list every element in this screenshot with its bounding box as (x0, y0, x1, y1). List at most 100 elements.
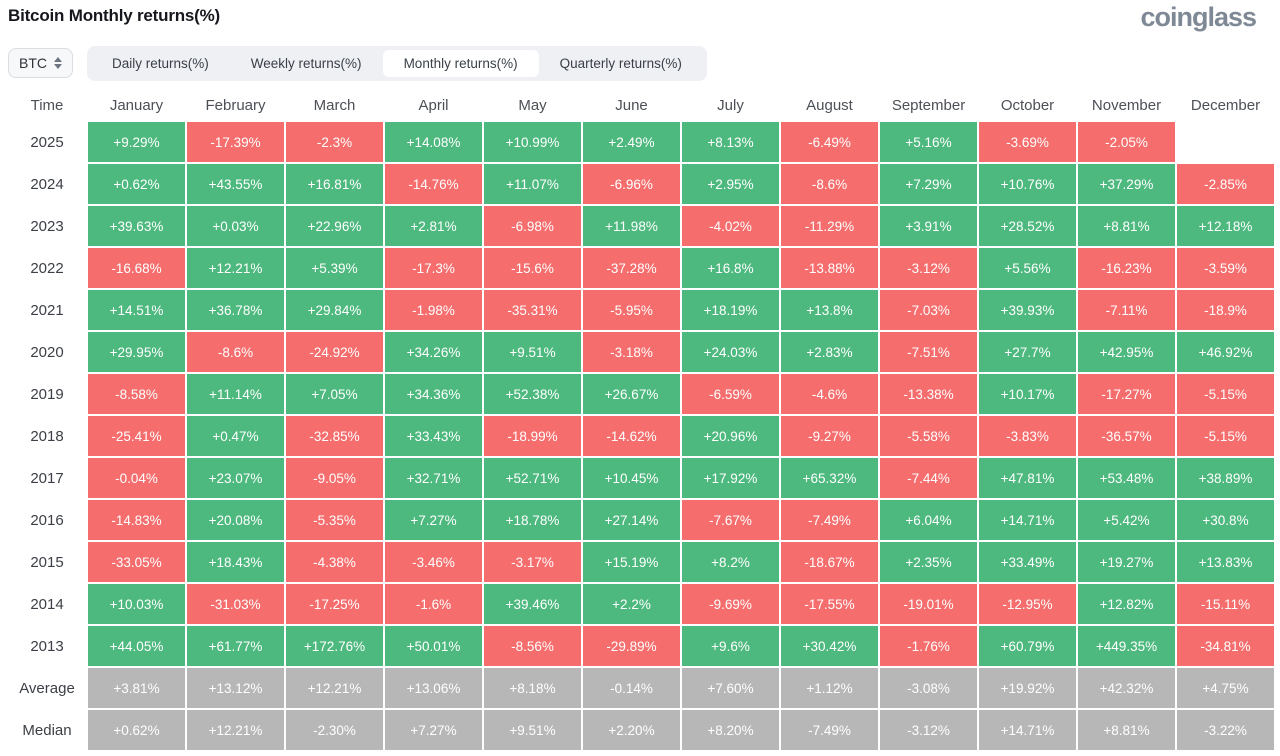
return-cell: -17.3% (385, 248, 482, 288)
return-cell: -4.02% (682, 206, 779, 246)
return-cell: -5.15% (1177, 374, 1274, 414)
return-cell: -4.38% (286, 542, 383, 582)
return-cell: -12.95% (979, 584, 1076, 624)
return-cell: -6.59% (682, 374, 779, 414)
return-cell: +61.77% (187, 626, 284, 666)
row-label-average: Average (19, 679, 75, 697)
page-header: Bitcoin Monthly returns(%) coinglass (8, 4, 1274, 44)
row-label-2015: 2015 (30, 553, 64, 571)
return-cell: +14.51% (88, 290, 185, 330)
return-cell: +37.29% (1078, 164, 1175, 204)
return-cell: +1.12% (781, 668, 878, 708)
tab-monthly[interactable]: Monthly returns(%) (382, 49, 539, 77)
return-cell: +12.21% (286, 668, 383, 708)
return-cell: -6.96% (583, 164, 680, 204)
return-cell: +52.71% (484, 458, 581, 498)
return-cell: +4.75% (1177, 668, 1274, 708)
return-cell: -3.46% (385, 542, 482, 582)
tab-quarterly[interactable]: Quarterly returns(%) (559, 55, 682, 71)
return-cell: +0.62% (88, 710, 185, 750)
return-cell: +34.36% (385, 374, 482, 414)
return-cell: -11.29% (781, 206, 878, 246)
return-cell: -31.03% (187, 584, 284, 624)
return-cell: +9.29% (88, 122, 185, 162)
return-cell: -1.76% (880, 626, 977, 666)
return-cell: +10.03% (88, 584, 185, 624)
return-cell: -24.92% (286, 332, 383, 372)
return-cell: +14.71% (979, 710, 1076, 750)
return-cell: -3.18% (583, 332, 680, 372)
return-cell: -7.49% (781, 710, 878, 750)
return-cell: +29.95% (88, 332, 185, 372)
return-cell: +5.56% (979, 248, 1076, 288)
return-cell: -3.69% (979, 122, 1076, 162)
return-cell: +7.27% (385, 710, 482, 750)
return-cell: +16.8% (682, 248, 779, 288)
return-cell: -32.85% (286, 416, 383, 456)
tab-daily[interactable]: Daily returns(%) (112, 55, 209, 71)
return-cell: -8.6% (187, 332, 284, 372)
return-cell: -3.12% (880, 710, 977, 750)
return-cell: -7.03% (880, 290, 977, 330)
coinglass-logo: coinglass (1140, 2, 1257, 32)
return-cell: -0.04% (88, 458, 185, 498)
return-cell: +13.06% (385, 668, 482, 708)
return-cell: -17.25% (286, 584, 383, 624)
return-cell: +52.38% (484, 374, 581, 414)
column-header-september: September (891, 96, 966, 114)
return-cell: -18.67% (781, 542, 878, 582)
column-header-may: May (518, 96, 547, 114)
return-cell: -14.83% (88, 500, 185, 540)
return-cell: +5.42% (1078, 500, 1175, 540)
return-cell: +18.19% (682, 290, 779, 330)
return-cell: +14.08% (385, 122, 482, 162)
return-cell: +0.03% (187, 206, 284, 246)
row-label-2023: 2023 (30, 217, 64, 235)
return-cell: -7.51% (880, 332, 977, 372)
return-cell: +2.2% (583, 584, 680, 624)
return-cell: +0.47% (187, 416, 284, 456)
return-cell (1177, 122, 1274, 162)
return-cell: -9.05% (286, 458, 383, 498)
return-cell: -3.83% (979, 416, 1076, 456)
return-cell: +10.76% (979, 164, 1076, 204)
return-cell: +27.7% (979, 332, 1076, 372)
return-cell: +33.49% (979, 542, 1076, 582)
return-cell: -2.05% (1078, 122, 1175, 162)
return-cell: -17.39% (187, 122, 284, 162)
return-cell: +8.20% (682, 710, 779, 750)
row-label-2019: 2019 (30, 385, 64, 403)
tab-weekly[interactable]: Weekly returns(%) (250, 55, 362, 71)
return-cell: -3.59% (1177, 248, 1274, 288)
return-cell: -1.98% (385, 290, 482, 330)
return-cell: +2.49% (583, 122, 680, 162)
return-cell: -3.22% (1177, 710, 1274, 750)
return-cell: -25.41% (88, 416, 185, 456)
column-header-june: June (615, 96, 648, 114)
return-cell: +65.32% (781, 458, 878, 498)
symbol-selector[interactable]: BTC (8, 48, 73, 78)
return-cell: +2.95% (682, 164, 779, 204)
row-label-2018: 2018 (30, 427, 64, 445)
updown-arrows-icon (54, 57, 62, 69)
return-cell: +2.81% (385, 206, 482, 246)
return-cell: +43.55% (187, 164, 284, 204)
return-cell: +12.18% (1177, 206, 1274, 246)
return-cell: +10.45% (583, 458, 680, 498)
return-cell: -2.3% (286, 122, 383, 162)
return-cell: +23.07% (187, 458, 284, 498)
return-cell: +18.78% (484, 500, 581, 540)
column-header-april: April (418, 96, 449, 114)
return-cell: +8.2% (682, 542, 779, 582)
row-label-2020: 2020 (30, 343, 64, 361)
return-cell: +14.71% (979, 500, 1076, 540)
return-cell: -0.14% (583, 668, 680, 708)
return-cell: -5.58% (880, 416, 977, 456)
return-cell: +30.8% (1177, 500, 1274, 540)
return-cell: -17.55% (781, 584, 878, 624)
return-cell: +7.27% (385, 500, 482, 540)
return-cell: +20.08% (187, 500, 284, 540)
return-cell: +2.35% (880, 542, 977, 582)
return-cell: -8.6% (781, 164, 878, 204)
